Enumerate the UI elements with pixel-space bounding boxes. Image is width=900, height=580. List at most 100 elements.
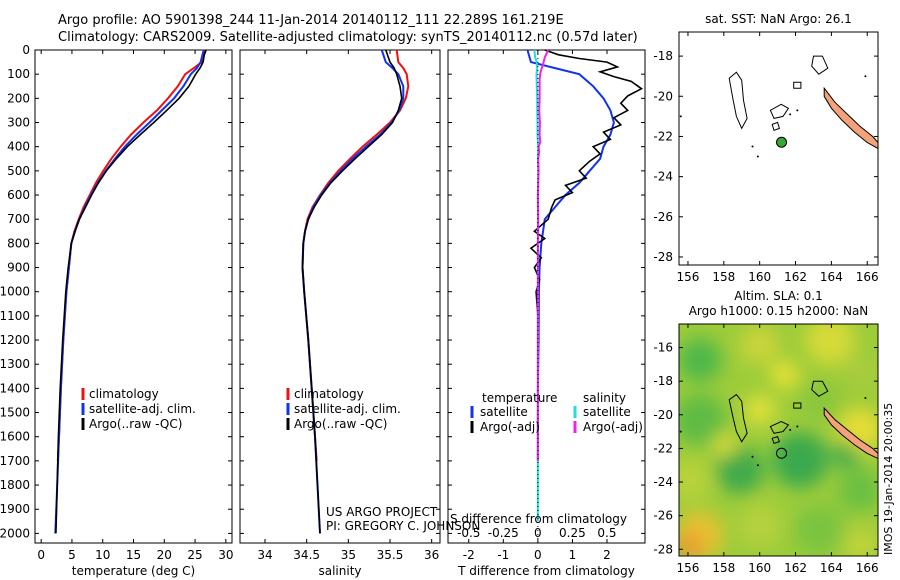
depth-tick-label: 1100	[0, 309, 30, 323]
lon-tick-label: 162	[784, 270, 807, 284]
lat-tick-label: -20	[653, 408, 673, 422]
land-new-caledonia	[823, 86, 878, 150]
profile-header-line1: Argo profile: AO 5901398_244 11-Jan-2014…	[58, 13, 564, 28]
x-tick-label: -2	[463, 548, 475, 562]
lat-tick-label: -26	[653, 210, 673, 224]
lon-tick-label: 158	[712, 561, 735, 575]
depth-tick-label: 1400	[0, 381, 30, 395]
depth-tick-label: 400	[7, 140, 30, 154]
reef-outline	[771, 121, 781, 132]
lon-tick-label: 156	[677, 270, 700, 284]
map-frame	[678, 323, 879, 557]
series-line-temperature-argo-adj-	[529, 49, 644, 413]
sla-field	[679, 324, 878, 556]
legend-label: Argo(..raw -QC)	[294, 417, 387, 431]
lat-tick-label: -18	[653, 374, 673, 388]
s-diff-axis-label: S difference from climatology	[450, 512, 627, 526]
lon-tick-label: 158	[712, 270, 735, 284]
depth-tick-label: 1500	[0, 406, 30, 420]
islet-dot	[789, 113, 792, 116]
series-line-satellite-adj-clim-	[54, 49, 205, 534]
islet-dot	[796, 109, 799, 112]
legend-title-temperature: temperature	[482, 391, 557, 405]
lon-tick-label: 160	[748, 270, 771, 284]
salinity-profile-panel: 34 34.5 35 35.5 36 salinity climatologysatelli…	[239, 49, 441, 578]
x-tick-label: 25	[187, 548, 202, 562]
reef-outline	[811, 380, 829, 397]
reef-outline	[793, 81, 802, 89]
reef-outline	[771, 435, 781, 445]
legend-label: Argo(-adj)	[480, 420, 540, 434]
depth-tick-label: 2000	[0, 526, 30, 540]
imos-timestamp: IMOS 19-Jan-2014 20:00:35	[882, 403, 895, 555]
x-tick-label: 15	[126, 548, 141, 562]
lat-tick-label: -26	[653, 509, 673, 523]
x-axis-label: salinity	[318, 564, 361, 578]
depth-tick-label: 200	[7, 91, 30, 105]
islet-dot	[679, 115, 682, 118]
legend-label: satellite-adj. clim.	[89, 402, 196, 416]
depth-tick-label: 900	[7, 261, 30, 275]
reef-outline	[728, 393, 748, 443]
reef-outline	[793, 402, 802, 409]
depth-tick-label: 1600	[0, 430, 30, 444]
legend-label: satellite-adj. clim.	[294, 402, 401, 416]
depth-tick-label: 300	[7, 116, 30, 130]
legend-label: climatology	[89, 387, 159, 401]
lat-tick-label: -16	[653, 341, 673, 355]
x-tick-label: 1	[569, 548, 577, 562]
lon-tick-label: 166	[856, 270, 879, 284]
islet-dot	[756, 464, 759, 467]
lon-tick-label: 160	[748, 561, 771, 575]
legend-label: climatology	[294, 387, 364, 401]
s-diff-tick-label: -0.5	[457, 526, 480, 540]
x-tick-label: 5	[68, 548, 76, 562]
x-tick-label: -1	[497, 548, 509, 562]
lat-tick-label: -18	[653, 49, 673, 63]
legend-label: satellite	[480, 405, 528, 419]
depth-tick-label: 1300	[0, 357, 30, 371]
depth-tick-label: 1800	[0, 478, 30, 492]
islet-dot	[864, 396, 867, 399]
s-diff-tick-label: 0	[534, 526, 542, 540]
profile-location-marker	[776, 136, 788, 148]
lon-tick-label: 164	[820, 561, 843, 575]
lat-tick-label: -24	[653, 170, 673, 184]
lon-tick-label: 162	[784, 561, 807, 575]
plot-frame	[447, 49, 646, 544]
series-line-satellite-adj-clim-	[301, 49, 405, 534]
depth-tick-label: 500	[7, 164, 30, 178]
series-line-argo-raw-qc-	[301, 49, 403, 534]
s-diff-tick-label: 0.25	[559, 526, 586, 540]
depth-tick-label: 1700	[0, 454, 30, 468]
depth-tick-label: 100	[7, 67, 30, 81]
project-annotation: US ARGO PROJECT	[326, 505, 438, 519]
map-frame	[678, 31, 879, 266]
x-tick-label: 20	[157, 548, 172, 562]
x-tick-label: 30	[218, 548, 233, 562]
lat-tick-label: -22	[653, 441, 673, 455]
profile-location-marker	[776, 447, 788, 459]
legend-label: Argo(-adj)	[583, 420, 643, 434]
lon-tick-label: 166	[856, 561, 879, 575]
series-line-salinity-argo-adj-	[536, 49, 550, 461]
legend-label: satellite	[583, 405, 631, 419]
pi-annotation: PI: GREGORY C. JOHNSON	[326, 519, 480, 533]
s-diff-tick-label: -0.25	[488, 526, 519, 540]
sst-map-title: sat. SST: NaN Argo: 26.1	[705, 12, 852, 26]
lon-tick-label: 164	[820, 270, 843, 284]
sla-map-title-2: Argo h1000: 0.15 h2000: NaN	[689, 304, 869, 318]
x-tick-label: 35	[341, 548, 356, 562]
x-tick-label: 36	[424, 548, 439, 562]
s-diff-tick-label: 0.5	[597, 526, 616, 540]
depth-tick-label: 800	[7, 236, 30, 250]
islet-dot	[756, 155, 759, 158]
depth-tick-label: 1200	[0, 333, 30, 347]
profile-header-line2: Climatology: CARS2009. Satellite-adjuste…	[58, 30, 638, 45]
islet-dot	[751, 145, 754, 148]
legend-label: Argo(..raw -QC)	[89, 417, 182, 431]
lat-tick-label: -20	[653, 89, 673, 103]
temperature-profile-panel: 0 5 10 15 20 25 30 temperature (deg C) climatolo…	[34, 49, 233, 578]
series-line-argo-raw-qc-	[55, 49, 207, 534]
